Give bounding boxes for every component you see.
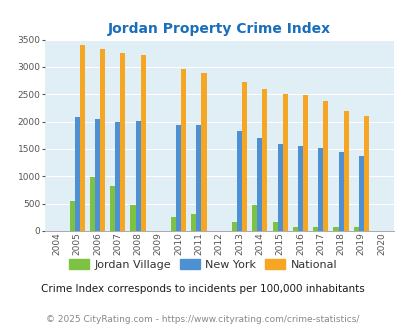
Bar bbox=[120, 53, 125, 231]
Bar bbox=[262, 89, 267, 231]
Bar bbox=[252, 205, 257, 231]
Bar bbox=[100, 50, 105, 231]
Bar bbox=[358, 156, 363, 231]
Bar bbox=[282, 94, 287, 231]
Bar bbox=[277, 144, 282, 231]
Bar bbox=[297, 146, 302, 231]
Bar bbox=[171, 217, 176, 231]
Bar bbox=[363, 115, 368, 231]
Bar bbox=[292, 227, 297, 231]
Bar bbox=[110, 185, 115, 231]
Bar bbox=[241, 82, 247, 231]
Bar bbox=[333, 227, 338, 231]
Bar bbox=[343, 111, 348, 231]
Bar bbox=[322, 101, 328, 231]
Bar bbox=[353, 227, 358, 231]
Text: © 2025 CityRating.com - https://www.cityrating.com/crime-statistics/: © 2025 CityRating.com - https://www.city… bbox=[46, 315, 359, 324]
Bar bbox=[181, 69, 186, 231]
Bar bbox=[115, 122, 120, 231]
Bar bbox=[302, 95, 307, 231]
Bar bbox=[201, 73, 206, 231]
Bar bbox=[231, 222, 237, 231]
Bar bbox=[196, 125, 201, 231]
Title: Jordan Property Crime Index: Jordan Property Crime Index bbox=[107, 22, 330, 36]
Bar bbox=[79, 45, 85, 231]
Bar bbox=[338, 152, 343, 231]
Bar bbox=[135, 121, 140, 231]
Bar bbox=[176, 125, 181, 231]
Bar bbox=[140, 55, 145, 231]
Bar bbox=[90, 177, 95, 231]
Legend: Jordan Village, New York, National: Jordan Village, New York, National bbox=[64, 255, 341, 274]
Bar bbox=[272, 222, 277, 231]
Bar bbox=[75, 117, 79, 231]
Bar bbox=[257, 138, 262, 231]
Bar bbox=[312, 227, 318, 231]
Bar bbox=[69, 202, 75, 231]
Bar bbox=[237, 131, 241, 231]
Bar bbox=[95, 119, 100, 231]
Text: Crime Index corresponds to incidents per 100,000 inhabitants: Crime Index corresponds to incidents per… bbox=[41, 284, 364, 294]
Bar bbox=[130, 205, 135, 231]
Bar bbox=[318, 148, 322, 231]
Bar bbox=[191, 214, 196, 231]
